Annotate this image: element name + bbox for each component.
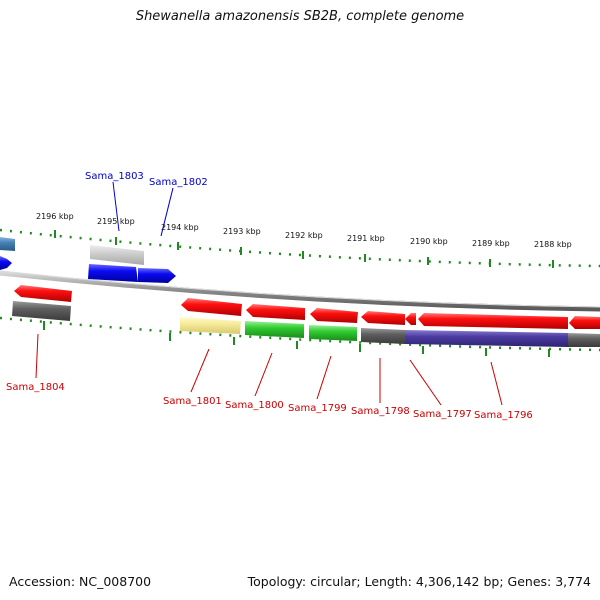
cog-feature[interactable] <box>180 317 241 334</box>
leader-sama1796 <box>490 361 503 406</box>
gene-feature-sama1798[interactable] <box>361 311 405 325</box>
gene-label-sama1800[interactable]: Sama_1800 <box>225 400 284 411</box>
gene-feature-sama1802[interactable] <box>138 268 176 283</box>
gene-feature-sama1804[interactable] <box>14 285 72 302</box>
cog-feature[interactable] <box>12 301 71 321</box>
gene-label-sama1801[interactable]: Sama_1801 <box>163 396 222 407</box>
gene-feature-sama1801[interactable] <box>181 298 242 316</box>
gene-label-sama1804[interactable]: Sama_1804 <box>6 382 65 393</box>
gene-feature[interactable] <box>569 316 600 329</box>
genome-backbone <box>0 270 600 312</box>
outer-tick-arc <box>0 228 600 268</box>
kbp-label: 2191 kbp <box>347 234 385 243</box>
kbp-label: 2195 kbp <box>97 217 135 226</box>
gene-feature[interactable] <box>90 245 144 265</box>
gene-feature-sama1799[interactable] <box>310 308 358 323</box>
kbp-label: 2194 kbp <box>161 223 199 232</box>
kbp-label: 2196 kbp <box>36 212 74 221</box>
cog-feature[interactable] <box>245 321 304 338</box>
kbp-label: 2192 kbp <box>285 231 323 240</box>
kbp-labels: 2196 kbp 2195 kbp 2194 kbp 2193 kbp 2192… <box>36 212 572 249</box>
gene-label-sama1799[interactable]: Sama_1799 <box>288 403 347 414</box>
forward-strand-track <box>0 256 176 283</box>
gene-label-sama1803[interactable]: Sama_1803 <box>85 171 144 182</box>
inner-tick-arc <box>0 316 600 357</box>
gene-label-sama1797[interactable]: Sama_1797 <box>413 409 472 420</box>
cog-feature[interactable] <box>361 328 405 344</box>
label-leaders <box>35 181 503 406</box>
gene-labels: Sama_1803 Sama_1802 Sama_1804 Sama_1801 … <box>6 171 533 421</box>
reverse-strand-track <box>14 285 600 329</box>
leader-sama1801 <box>190 348 210 393</box>
leader-sama1803 <box>112 181 120 232</box>
leader-sama1802 <box>160 187 174 237</box>
kbp-label: 2188 kbp <box>534 240 572 249</box>
cog-feature[interactable] <box>568 333 600 347</box>
gene-label-sama1796[interactable]: Sama_1796 <box>474 410 533 421</box>
kbp-label: 2193 kbp <box>223 227 261 236</box>
leader-sama1800 <box>254 352 273 397</box>
leader-sama1799 <box>316 355 332 400</box>
gene-feature-sama1803[interactable] <box>88 264 138 282</box>
gene-feature-sama1797[interactable] <box>405 313 416 325</box>
forward-strand-outer-track <box>0 237 144 265</box>
leader-sama1797 <box>409 359 442 406</box>
kbp-label: 2190 kbp <box>410 237 448 246</box>
leader-sama1804 <box>35 333 39 379</box>
kbp-label: 2189 kbp <box>472 239 510 248</box>
gene-label-sama1798[interactable]: Sama_1798 <box>351 406 410 417</box>
cog-feature[interactable] <box>309 325 357 341</box>
gene-feature[interactable] <box>0 256 12 270</box>
genome-summary-text: Topology: circular; Length: 4,306,142 bp… <box>247 574 591 589</box>
gene-feature[interactable] <box>0 237 15 251</box>
gene-feature-sama1800[interactable] <box>246 304 305 320</box>
map-title: Shewanella amazonensis SB2B, complete ge… <box>135 9 465 24</box>
gene-feature-sama1796[interactable] <box>418 313 568 329</box>
backbone-highlight <box>0 270 600 308</box>
cog-feature[interactable] <box>405 330 568 347</box>
gene-label-sama1802[interactable]: Sama_1802 <box>149 177 208 188</box>
reverse-strand-inner-track <box>12 301 600 347</box>
accession-text: Accession: NC_008700 <box>9 574 152 589</box>
